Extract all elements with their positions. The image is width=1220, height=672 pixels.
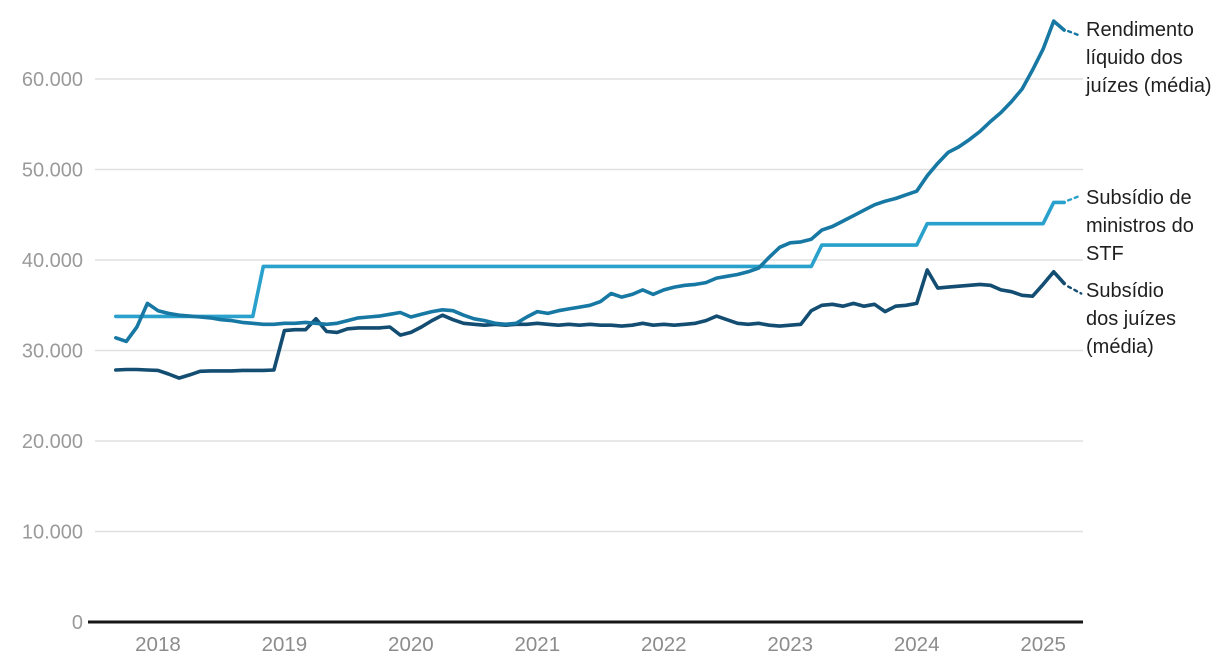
y-tick-label-10000: 10.000 <box>22 522 83 544</box>
x-tick-label-2018: 2018 <box>135 633 181 656</box>
series-line-0 <box>114 19 1066 344</box>
legend-label-rendimento-liquido: Rendimento líquido dos juízes (média) <box>1086 19 1212 97</box>
y-tick-label-40000: 40.000 <box>22 250 83 272</box>
y-tick-label-50000: 50.000 <box>22 160 83 182</box>
legend-label-subsidio-stf: Subsídio de ministros do STF <box>1086 187 1194 265</box>
x-tick-label-2023: 2023 <box>767 633 813 656</box>
y-tick-label-20000: 20.000 <box>22 431 83 453</box>
x-tick-label-2025: 2025 <box>1020 633 1066 656</box>
x-tick-label-2022: 2022 <box>641 633 687 656</box>
x-tick-label-2020: 2020 <box>388 633 434 656</box>
y-tick-label-60000: 60.000 <box>22 69 83 91</box>
y-tick-label-0: 0 <box>72 612 83 634</box>
y-tick-label-30000: 30.000 <box>22 341 83 363</box>
series-line-1 <box>114 200 1066 319</box>
series-line-2 <box>114 268 1066 380</box>
x-tick-label-2021: 2021 <box>515 633 561 656</box>
x-tick-label-2024: 2024 <box>894 633 940 656</box>
legend-connector-1 <box>1067 194 1083 202</box>
legend-label-subsidio-juizes: Subsídio dos juízes (média) <box>1086 280 1177 358</box>
legend-connector-2 <box>1067 285 1083 295</box>
x-tick-label-2019: 2019 <box>262 633 308 656</box>
legend-connector-0 <box>1067 29 1083 38</box>
